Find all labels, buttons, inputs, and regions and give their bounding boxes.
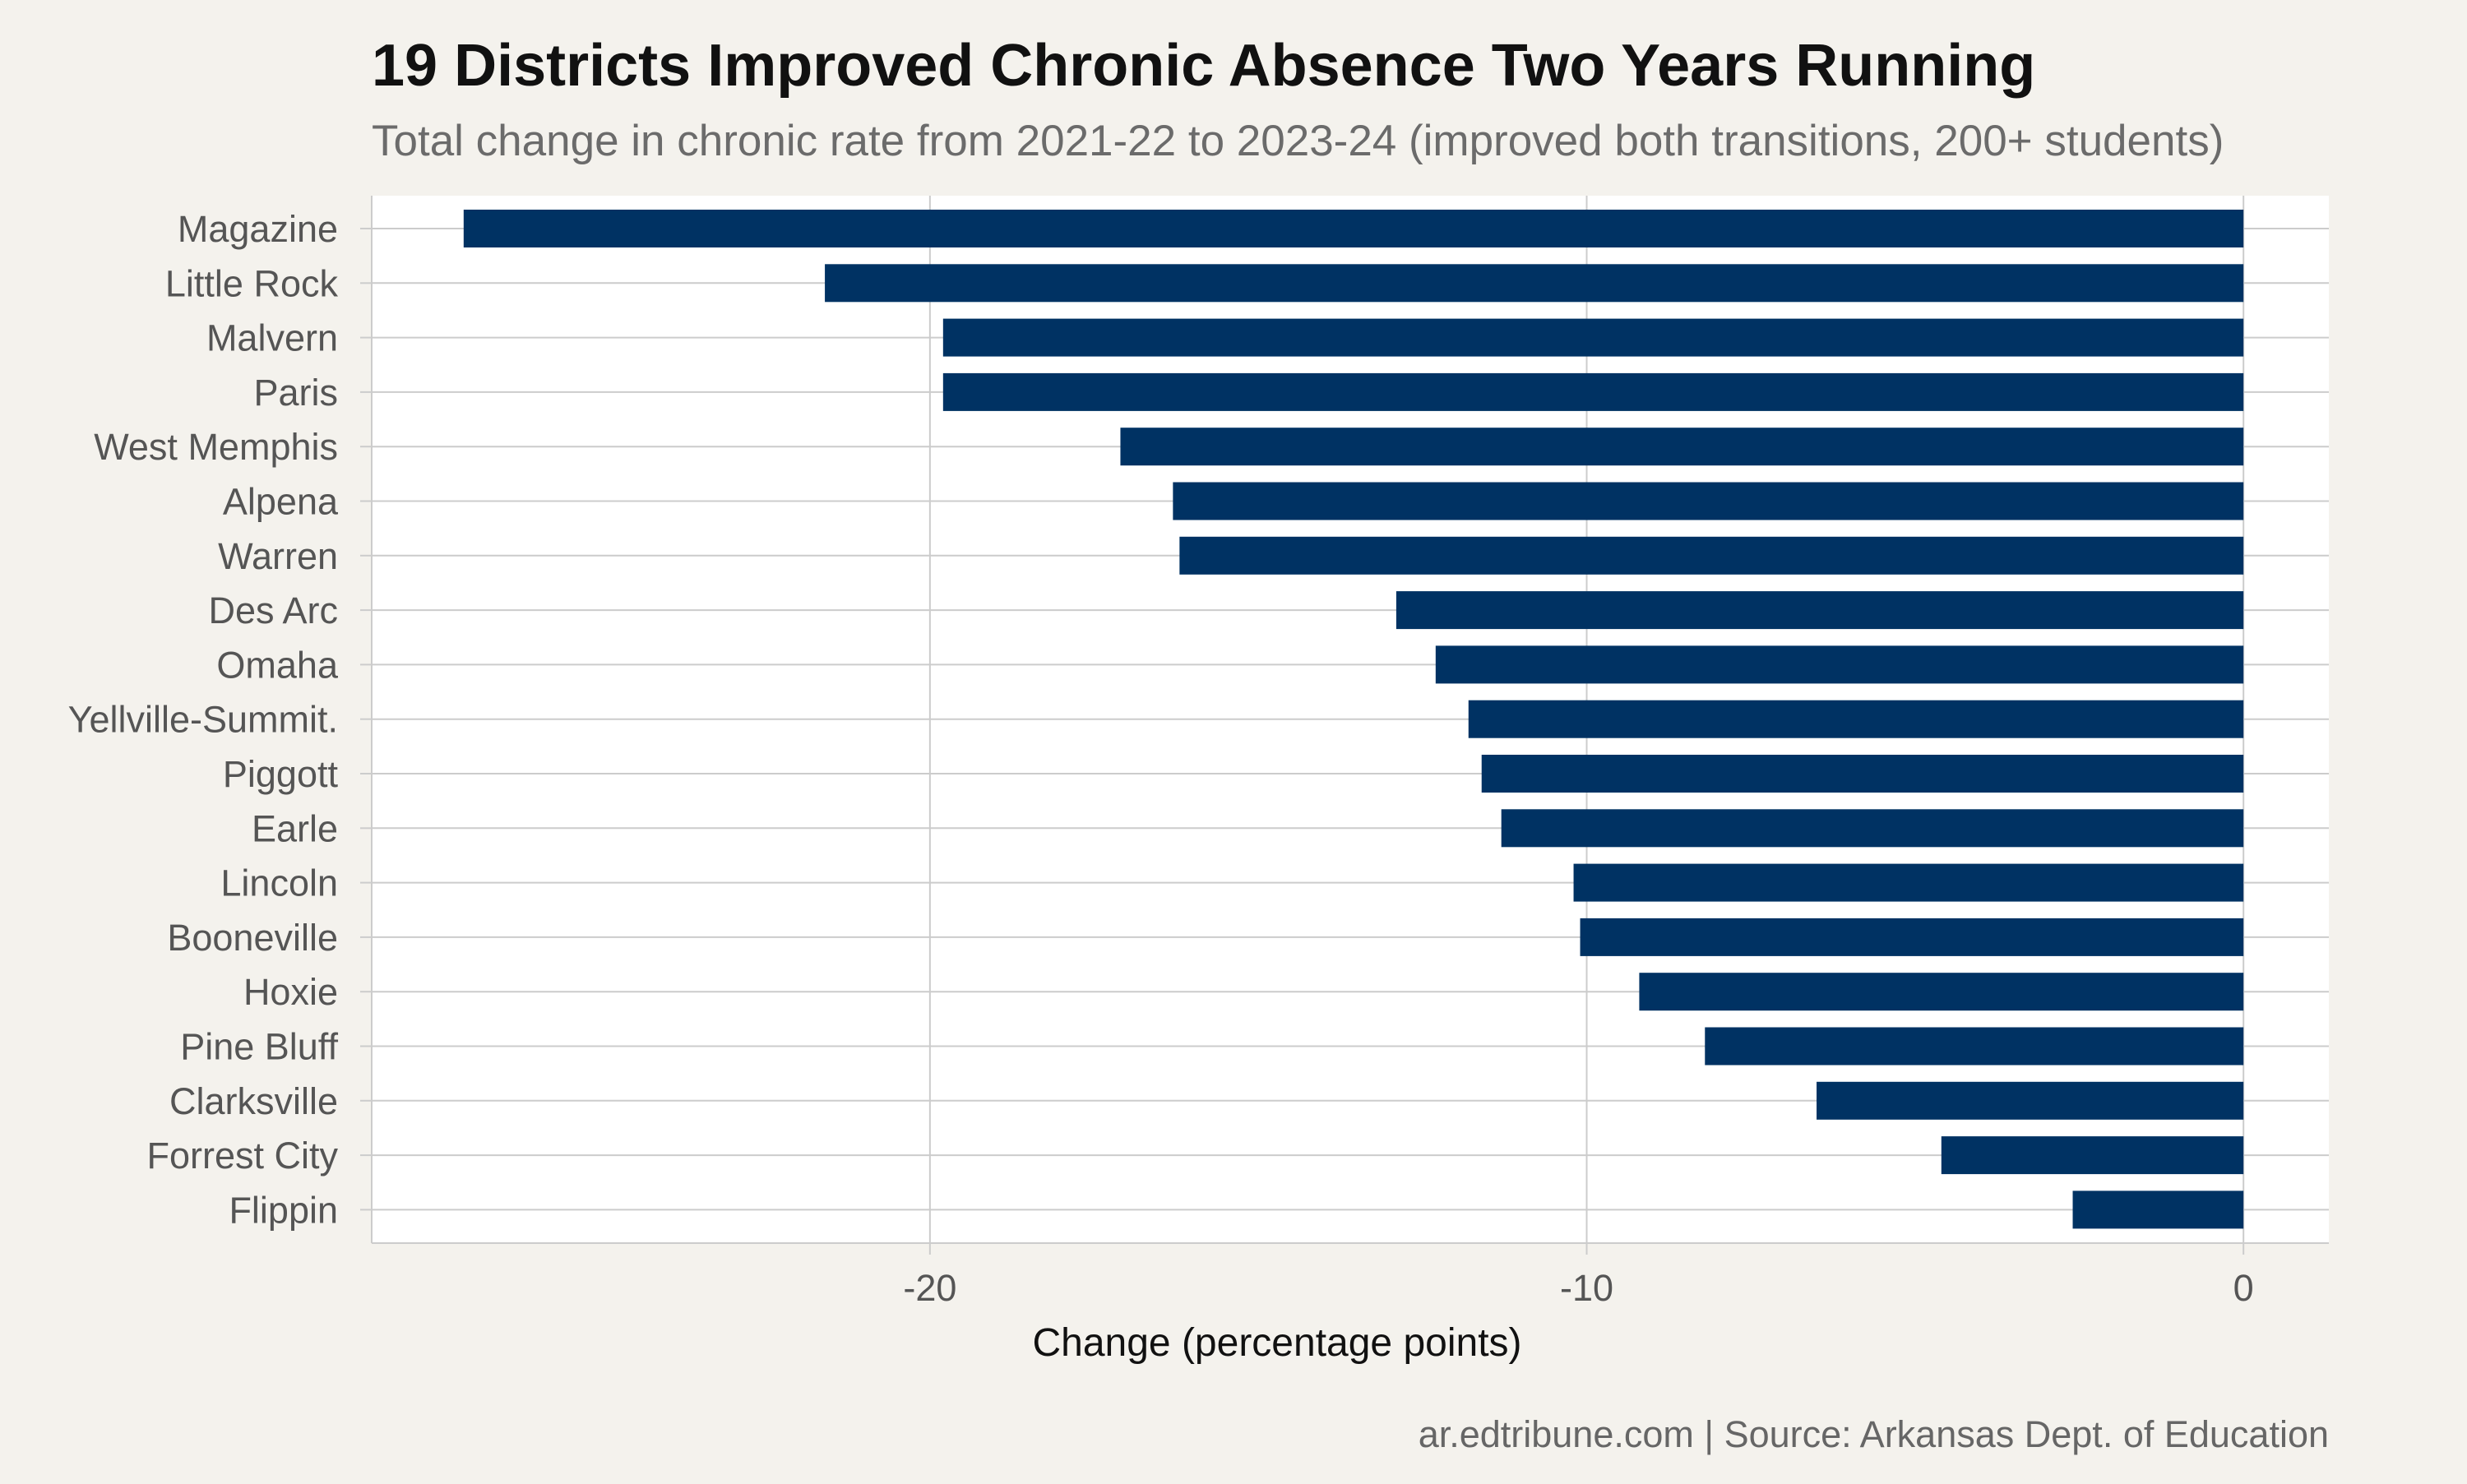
y-tick-label: Forrest City <box>146 1135 338 1177</box>
x-tick-label: -20 <box>903 1267 956 1309</box>
bar <box>942 372 2244 411</box>
axes: Magazine Little Rock Malvern Paris West Memp… <box>68 196 2329 1309</box>
bar <box>1468 700 2244 738</box>
y-tick-label: Earle <box>252 807 338 849</box>
bar <box>1501 809 2244 848</box>
bar <box>1573 863 2244 902</box>
y-tick-label: Paris <box>253 372 338 414</box>
bar <box>942 318 2244 357</box>
y-tick-label: Piggott <box>223 753 339 795</box>
bar <box>1179 536 2244 575</box>
y-tick-label: Little Rock <box>165 262 339 304</box>
bar <box>1580 918 2244 956</box>
y-tick-label: Yellville-Summit. <box>68 699 338 741</box>
y-tick-label: Malvern <box>206 317 338 359</box>
x-axis-label: Change (percentage points) <box>1032 1321 1521 1365</box>
bar <box>1639 973 2244 1011</box>
bar <box>1120 428 2244 466</box>
chart-caption: ar.edtribune.com | Source: Arkansas Dept… <box>1419 1413 2329 1455</box>
x-tick-label: 0 <box>2233 1267 2254 1309</box>
bars <box>463 210 2244 1229</box>
bar <box>1481 755 2244 793</box>
bar <box>825 264 2244 303</box>
y-tick-label: Flippin <box>229 1189 338 1231</box>
x-tick-label: -10 <box>1560 1267 1613 1309</box>
bar <box>2072 1190 2244 1229</box>
y-tick-label: Hoxie <box>243 971 338 1013</box>
bar <box>1817 1081 2244 1120</box>
y-tick-label: Omaha <box>216 644 339 686</box>
y-tick-label: West Memphis <box>94 426 338 468</box>
bar <box>463 210 2244 247</box>
y-tick-label: Des Arc <box>208 589 338 631</box>
bar <box>1395 591 2244 630</box>
y-tick-label: Lincoln <box>220 862 338 904</box>
y-tick-label: Warren <box>218 535 338 577</box>
chart-title: 19 Districts Improved Chronic Absence Tw… <box>372 33 2035 99</box>
y-tick-label: Pine Bluff <box>180 1026 338 1068</box>
chart-subtitle: Total change in chronic rate from 2021-2… <box>372 117 2224 165</box>
bar <box>1705 1027 2244 1066</box>
bar <box>1173 482 2244 520</box>
y-tick-label: Booneville <box>167 917 338 959</box>
y-tick-label: Magazine <box>178 208 338 250</box>
bar <box>1941 1136 2244 1175</box>
bar <box>1435 645 2244 684</box>
y-tick-label: Alpena <box>223 481 339 523</box>
y-tick-label: Clarksville <box>169 1080 338 1122</box>
